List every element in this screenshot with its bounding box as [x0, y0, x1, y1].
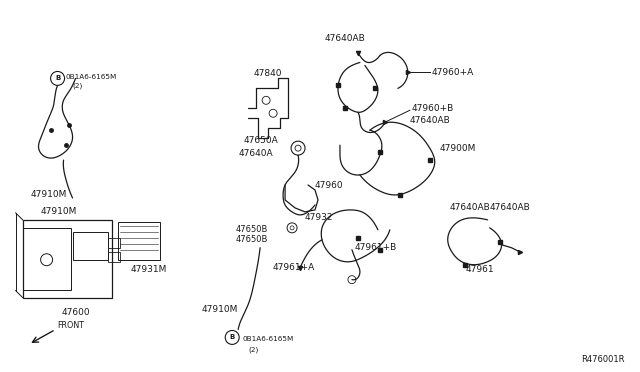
- Text: (2): (2): [248, 346, 259, 353]
- Text: 47932: 47932: [305, 214, 333, 222]
- Text: 47900M: 47900M: [440, 144, 476, 153]
- Text: 47650B: 47650B: [236, 235, 268, 244]
- Text: 47931M: 47931M: [131, 265, 167, 274]
- Text: 47961+B: 47961+B: [355, 243, 397, 252]
- Text: FRONT: FRONT: [58, 321, 84, 330]
- Text: 47910M: 47910M: [202, 305, 238, 314]
- Text: 47910M: 47910M: [40, 208, 77, 217]
- Text: 47960: 47960: [315, 180, 344, 189]
- Text: 47910M: 47910M: [31, 190, 67, 199]
- Text: 0B1A6-6165M: 0B1A6-6165M: [65, 74, 117, 80]
- Text: 47640AB: 47640AB: [410, 116, 451, 125]
- Text: 47640AB: 47640AB: [449, 203, 490, 212]
- Text: 47650B: 47650B: [236, 225, 268, 234]
- Text: 47960+A: 47960+A: [432, 68, 474, 77]
- Text: 47840: 47840: [253, 69, 282, 78]
- Text: 47961: 47961: [465, 265, 494, 274]
- Text: 47640A: 47640A: [238, 149, 273, 158]
- Text: 47960+B: 47960+B: [412, 104, 454, 113]
- Text: R476001R: R476001R: [581, 355, 625, 364]
- Text: 47640AB: 47640AB: [324, 34, 365, 43]
- Circle shape: [225, 330, 239, 344]
- Text: 47961+A: 47961+A: [273, 263, 315, 272]
- Circle shape: [51, 71, 65, 86]
- Text: 47640AB: 47640AB: [489, 203, 530, 212]
- Text: B: B: [230, 334, 235, 340]
- Text: B: B: [55, 76, 60, 81]
- Text: 47650A: 47650A: [243, 136, 278, 145]
- Text: (2): (2): [72, 82, 83, 89]
- Text: 47600: 47600: [61, 308, 90, 317]
- Text: 0B1A6-6165M: 0B1A6-6165M: [242, 336, 293, 342]
